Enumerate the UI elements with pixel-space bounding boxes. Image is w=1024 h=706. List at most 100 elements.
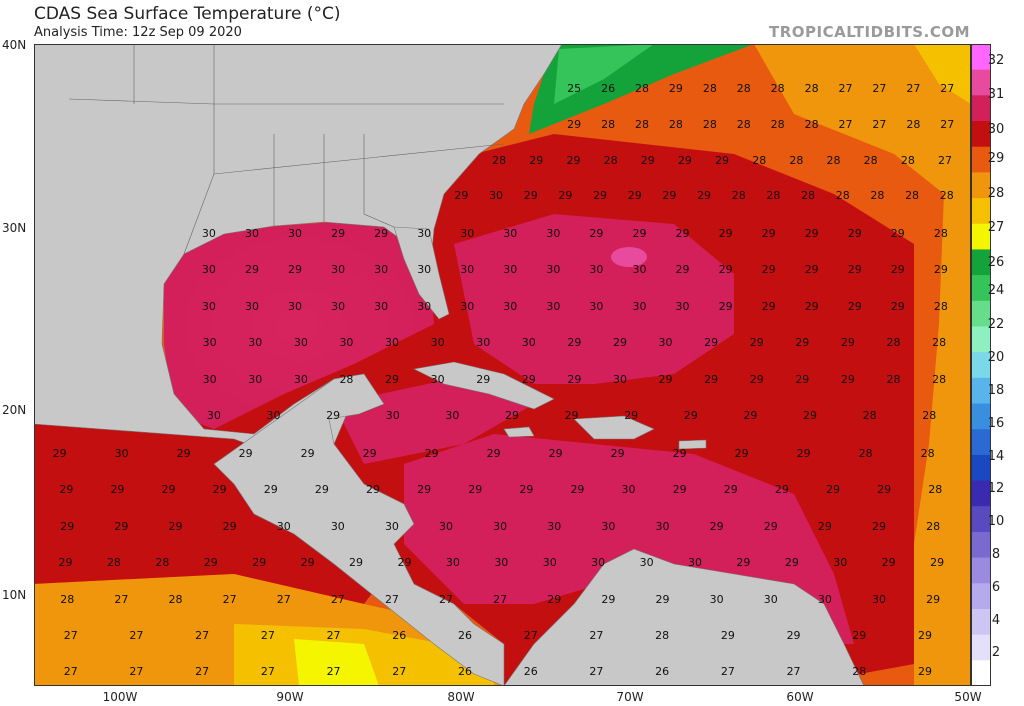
colorbar-bin [971,121,991,148]
colorbar-label: 10 [987,514,1005,529]
colorbar-label: 27 [987,220,1005,235]
sst-value-label: 28 [635,82,649,95]
sst-value-label: 29 [397,556,411,569]
sst-field-26-ne [914,44,971,104]
sst-value-label: 30 [439,520,453,533]
sst-value-label: 29 [719,300,733,313]
sst-value-label: 29 [549,447,563,460]
sst-value-label: 27 [114,593,128,606]
map-frame [34,44,971,686]
sst-value-label: 29 [505,409,519,422]
sst-value-label: 30 [764,593,778,606]
colorbar-bin [971,634,991,661]
colorbar-bin [971,583,991,610]
colorbar-bin [971,480,991,507]
sst-value-label: 29 [558,189,572,202]
sst-value-label: 29 [797,447,811,460]
sst-value-label: 27 [439,593,453,606]
sst-value-label: 29 [669,82,683,95]
sst-value-label: 29 [882,556,896,569]
sst-value-label: 30 [872,593,886,606]
sst-value-label: 29 [715,154,729,167]
colorbar-bin [971,69,991,96]
sst-field-30-yucatan [334,374,534,464]
sst-value-label: 30 [203,336,217,349]
lat-label: 20N [2,403,27,417]
sst-value-label: 29 [425,447,439,460]
colorbar-label: 32 [987,53,1005,68]
sst-value-label: 30 [632,300,646,313]
sst-value-label: 28 [601,118,615,131]
sst-value-label: 27 [839,82,853,95]
sst-value-label: 29 [204,556,218,569]
sst-value-label: 28 [836,189,850,202]
sst-value-label: 28 [887,373,901,386]
temperature-labels: 25 26 28 29 28 28 28 28 27 27 27 27 29 28 28 28 28 28 28 28… [53,82,955,678]
sst-value-label: 29 [331,227,345,240]
colorbar-bin [971,172,991,199]
sst-value-label: 27 [64,629,78,642]
sst-value-label: 30 [267,409,281,422]
sst-value-label: 29 [385,373,399,386]
sst-value-label: 28 [789,154,803,167]
sst-value-label: 29 [476,373,490,386]
sst-value-label: 29 [762,300,776,313]
sst-value-label: 29 [736,556,750,569]
sst-value-label: 29 [676,263,690,276]
sst-value-label: 28 [339,373,353,386]
sst-value-label: 27 [589,665,603,678]
sst-value-label: 26 [601,82,615,95]
sst-value-label: 27 [327,629,341,642]
sst-value-label: 29 [659,373,673,386]
sst-value-label: 27 [493,593,507,606]
sst-value-label: 29 [848,263,862,276]
sst-value-label: 29 [721,629,735,642]
sst-value-label: 30 [386,409,400,422]
sst-value-label: 30 [245,300,259,313]
sst-value-label: 29 [743,409,757,422]
sst-value-label: 29 [624,409,638,422]
sst-value-label: 29 [567,336,581,349]
sst-value-label: 30 [431,373,445,386]
sst-value-label: 26 [392,629,406,642]
colorbar-label: 8 [991,547,1001,562]
sst-value-label: 29 [177,447,191,460]
sst-value-label: 29 [53,447,67,460]
sst-value-label: 30 [546,300,560,313]
sst-value-label: 29 [60,520,74,533]
colorbar-bin [971,326,991,353]
sst-value-label: 30 [601,520,615,533]
sst-value-label: 27 [64,665,78,678]
colorbar-label: 22 [987,317,1005,332]
land-central-america [213,373,505,686]
sst-value-label: 30 [331,263,345,276]
sst-value-label: 28 [805,118,819,131]
sst-value-label: 29 [787,629,801,642]
lon-label: 90W [276,690,304,704]
colorbar-label: 26 [987,255,1005,270]
sst-value-label: 27 [872,82,886,95]
sst-value-label: 27 [589,629,603,642]
sst-value-label: 30 [503,300,517,313]
sst-value-label: 30 [115,447,129,460]
sst-value-label: 28 [168,593,182,606]
sst-value-label: 29 [656,593,670,606]
sst-value-label: 28 [905,189,919,202]
sst-value-label: 29 [764,520,778,533]
colorbar-bin [971,300,991,327]
sst-value-label: 29 [611,447,625,460]
colorbar-label: 24 [987,283,1005,298]
sst-value-label: 28 [732,189,746,202]
sst-value-label: 29 [114,520,128,533]
sst-value-label: 30 [547,520,561,533]
colorbar-bin [971,557,991,584]
sst-value-label: 29 [349,556,363,569]
colorbar-label: 4 [991,613,1001,628]
sst-value-label: 29 [818,520,832,533]
sst-value-label: 27 [385,593,399,606]
colorbar-label: 20 [987,350,1005,365]
sst-value-label: 28 [932,336,946,349]
sst-value-label: 30 [489,189,503,202]
lon-label: 50W [954,690,982,704]
sst-value-label: 29 [374,227,388,240]
